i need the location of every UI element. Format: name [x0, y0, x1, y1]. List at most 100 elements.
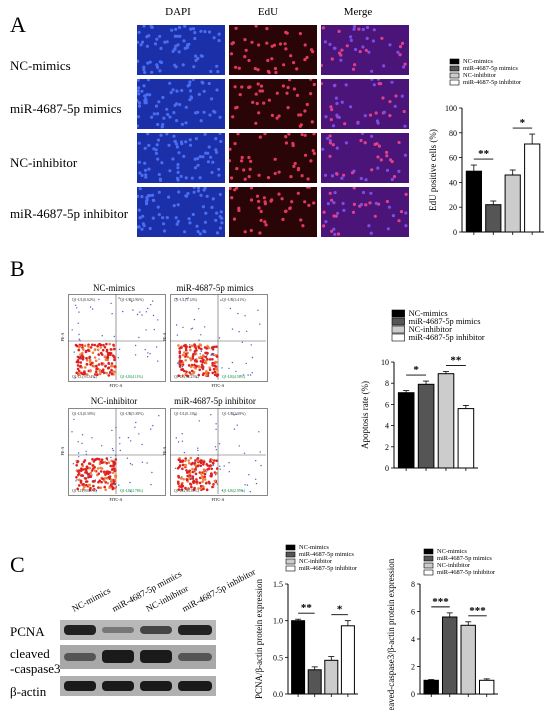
- event-dot: [110, 368, 113, 372]
- event-dot: [107, 366, 111, 370]
- event-dot: [85, 471, 88, 474]
- bar: [460, 624, 476, 695]
- event-dot: [150, 428, 152, 430]
- event-dot: [105, 461, 109, 465]
- event-dot: [223, 465, 225, 467]
- event-dot: [180, 483, 184, 486]
- legend-swatch: [449, 72, 460, 79]
- legend-label: NC-mimics: [463, 58, 493, 65]
- event-dot: [149, 353, 151, 355]
- event-dot: [88, 462, 92, 466]
- event-dot: [192, 478, 194, 480]
- legend-label: NC-inhibitor: [299, 558, 333, 565]
- event-dot: [110, 348, 113, 351]
- event-dot: [177, 441, 180, 443]
- event-dot: [192, 352, 195, 356]
- axis-label-fitc: FITC-A: [110, 497, 123, 502]
- bar: [397, 392, 415, 469]
- event-dot: [94, 479, 97, 481]
- event-dot: [250, 344, 252, 346]
- event-dot: [184, 343, 187, 347]
- event-dot: [183, 351, 186, 354]
- event-dot: [75, 464, 78, 467]
- event-dot: [96, 467, 100, 470]
- event-dot: [141, 314, 143, 316]
- event-dot: [175, 437, 177, 439]
- event-dot: [107, 461, 111, 464]
- event-dot: [200, 363, 204, 367]
- event-dot: [106, 358, 110, 362]
- event-dot: [105, 457, 109, 460]
- event-dot: [178, 465, 181, 469]
- axis-label-pe: PE-A: [60, 332, 65, 341]
- event-dot: [257, 309, 259, 311]
- event-dot: [189, 344, 191, 346]
- event-dot: [198, 481, 202, 485]
- event-dot: [211, 358, 214, 361]
- event-dot: [78, 345, 81, 348]
- event-dot: [110, 478, 113, 482]
- event-dot: [79, 339, 81, 342]
- event-dot: [202, 359, 205, 362]
- event-dot: [113, 335, 116, 338]
- event-dot: [78, 311, 80, 313]
- event-dot: [77, 369, 81, 373]
- quadrant-label-ul: Q1-UL(0.50%): [72, 412, 96, 416]
- event-dot: [99, 346, 103, 349]
- event-dot: [105, 472, 108, 475]
- event-dot: [177, 362, 179, 364]
- event-dot: [114, 475, 117, 479]
- event-dot: [190, 344, 194, 348]
- event-dot: [249, 374, 252, 376]
- event-dot: [144, 349, 146, 351]
- event-dot: [98, 298, 100, 301]
- band-casp-3: [140, 650, 172, 663]
- y-tick-label: 6: [411, 608, 415, 617]
- event-dot: [91, 474, 93, 476]
- band-pcna-4: [178, 625, 212, 635]
- event-dot: [113, 365, 117, 368]
- event-dot: [83, 366, 87, 369]
- legend-label: miR-4687-5p mimics: [437, 555, 492, 562]
- event-dot: [183, 464, 187, 468]
- legend-label: miR-4687-5p mimics: [463, 65, 518, 72]
- event-dot: [151, 300, 154, 302]
- event-dot: [206, 471, 208, 473]
- y-tick-label: 8: [411, 580, 415, 589]
- event-dot: [229, 307, 232, 310]
- event-dot: [177, 458, 181, 462]
- event-dot: [85, 480, 89, 483]
- event-dot: [130, 440, 132, 442]
- event-dot: [211, 371, 214, 375]
- event-dot: [94, 370, 98, 374]
- event-dot: [152, 424, 154, 427]
- event-dot: [200, 472, 203, 476]
- panel-b-letter: B: [10, 256, 25, 281]
- event-dot: [177, 344, 180, 347]
- legend-swatch: [391, 325, 405, 334]
- event-dot: [98, 372, 102, 376]
- event-dot: [95, 365, 98, 368]
- event-dot: [181, 433, 183, 435]
- event-dot: [146, 356, 149, 358]
- event-dot: [134, 344, 137, 347]
- event-dot: [208, 366, 211, 370]
- event-dot: [199, 464, 202, 468]
- event-dot: [136, 313, 139, 316]
- legend-swatch: [391, 333, 405, 342]
- event-dot: [108, 363, 111, 365]
- cell-texture: [136, 23, 221, 75]
- event-dot: [212, 345, 214, 348]
- event-dot: [92, 484, 95, 488]
- event-dot: [91, 343, 94, 347]
- event-dot: [103, 346, 107, 349]
- event-dot: [100, 362, 104, 365]
- event-dot: [82, 486, 86, 489]
- event-dot: [200, 334, 202, 336]
- event-dot: [178, 351, 182, 355]
- event-dot: [103, 372, 105, 375]
- event-dot: [212, 367, 216, 371]
- event-dot: [147, 307, 149, 310]
